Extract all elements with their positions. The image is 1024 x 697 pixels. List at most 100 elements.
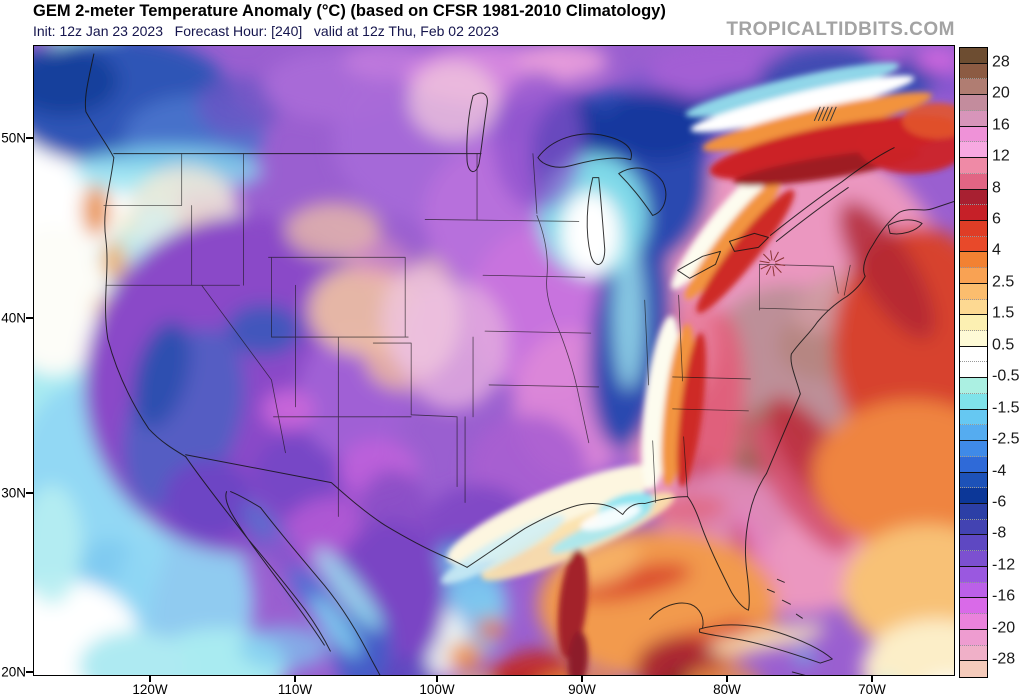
colorbar-band: [960, 425, 987, 442]
colorbar-band: [960, 535, 987, 552]
colorbar-band: [960, 220, 987, 237]
coastlines-and-borders: [84, 53, 954, 675]
colorbar-band: [960, 252, 987, 269]
colorbar-band: [960, 346, 987, 363]
colorbar-label: -28: [992, 650, 1016, 668]
colorbar-label: -4: [992, 462, 1007, 480]
anomaly-blob: [285, 202, 382, 259]
colorbar-label: 8: [992, 179, 1001, 197]
anomaly-blob: [661, 323, 694, 487]
colorbar-label: -1.5: [992, 399, 1020, 417]
gulf-coastline: [466, 496, 689, 568]
colorbar-band: [960, 158, 987, 174]
anomaly-blob: [441, 514, 565, 584]
colorbar-band: [960, 331, 987, 347]
baja-coastline: [185, 456, 331, 652]
colorbar-band: [960, 283, 987, 300]
colorbar-band: [960, 48, 987, 64]
colorbar-band: [960, 95, 987, 111]
longitude-label: 100W: [419, 682, 455, 697]
colorbar-label: 20: [992, 84, 1010, 102]
anomaly-blob: [493, 70, 583, 211]
anomaly-blob: [238, 626, 329, 671]
colorbar-label: 6: [992, 210, 1001, 228]
anomaly-blob: [635, 637, 726, 675]
colorbar-band: [960, 126, 987, 143]
anomaly-blob: [78, 631, 189, 675]
anomaly-blob: [253, 434, 344, 515]
anomaly-blob: [580, 504, 642, 531]
anomaly-blob: [262, 389, 315, 430]
colorbar-band: [960, 551, 987, 567]
longitude-label: 110W: [277, 682, 313, 697]
anomaly-blob: [310, 595, 361, 657]
anomaly-blob: [408, 60, 498, 141]
anomaly-blob: [348, 238, 409, 283]
colorbar-band: [960, 189, 987, 206]
anomaly-blob: [696, 189, 795, 314]
anomaly-blob: [81, 184, 110, 237]
colorbar-band: [960, 441, 987, 457]
anomaly-blob: [874, 46, 907, 65]
init-forecast-line: Init: 12z Jan 23 2023 Forecast Hour: [24…: [33, 23, 499, 39]
longitude-label: 90W: [568, 682, 596, 697]
mexico-west-coastline: [230, 491, 381, 675]
anomaly-blob: [915, 49, 954, 72]
colorbar-label: 28: [992, 53, 1010, 71]
anomaly-blob: [684, 179, 781, 300]
colorbar-band: [960, 173, 987, 190]
anomaly-blob: [379, 656, 437, 675]
anomaly-blob: [714, 619, 751, 639]
colorbar-band: [960, 456, 987, 473]
latitude-tick: [26, 317, 33, 319]
colorbar-label: -0.5: [992, 367, 1020, 385]
colorbar-label: -16: [992, 588, 1016, 606]
colorbar-band: [960, 378, 987, 394]
anomaly-field-svg: [34, 46, 954, 675]
anomaly-blob: [34, 225, 109, 375]
colorbar-label: 12: [992, 147, 1010, 165]
anomaly-blob: [225, 304, 302, 357]
anomaly-blob: [499, 650, 576, 675]
us-mexico-border: [185, 454, 468, 568]
anomaly-blob: [671, 165, 770, 290]
longitude-tick: [871, 676, 873, 682]
anomaly-blobs-soft: [34, 46, 954, 675]
colorbar-band: [960, 472, 987, 489]
latitude-label: 40N: [1, 310, 26, 326]
colorbar-band: [960, 299, 987, 316]
colorbar-band: [960, 566, 987, 583]
longitude-tick: [726, 676, 728, 682]
bahamas-islands: [766, 578, 803, 619]
longitude-label: 70W: [858, 682, 886, 697]
colorbar-band: [960, 598, 987, 615]
colorbar-band: [960, 110, 987, 127]
nova-scotia: [887, 219, 923, 235]
longitude-tick: [581, 676, 583, 682]
anomaly-blob: [862, 619, 954, 675]
longitude-tick: [436, 676, 438, 682]
anomaly-blob: [641, 315, 680, 490]
florida-coastline: [687, 473, 767, 611]
anomaly-blob: [101, 240, 126, 281]
longitude-tick: [149, 676, 151, 682]
colorbar-band: [960, 79, 987, 96]
colorbar-band: [960, 393, 987, 410]
longitude-label: 80W: [713, 682, 741, 697]
colorbar-band: [960, 661, 987, 677]
anomaly-blob: [702, 92, 933, 152]
colorbar-label: 16: [992, 116, 1010, 134]
state-borders-east: [644, 263, 851, 503]
longitude-tick: [294, 676, 296, 682]
anomaly-blob: [381, 265, 462, 375]
state-borders-west: [103, 153, 600, 517]
anomaly-blob: [34, 46, 119, 116]
colorbar-band: [960, 614, 987, 630]
colorbar-band: [960, 142, 987, 159]
anomaly-blob: [196, 75, 281, 136]
cuba-coastline: [699, 624, 833, 664]
hatch-marker: [813, 106, 837, 121]
anomaly-blob: [567, 631, 588, 675]
lake-erie: [677, 250, 722, 279]
anomaly-blob: [838, 201, 936, 340]
